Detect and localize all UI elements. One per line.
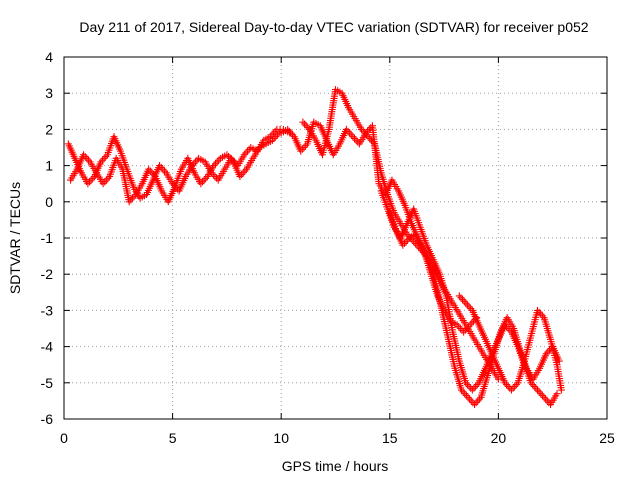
y-tick-label: -3 (41, 302, 54, 318)
data-point (462, 299, 470, 307)
data-point (455, 292, 463, 300)
x-tick-label: 0 (60, 430, 68, 446)
data-point (347, 131, 355, 139)
plot-frame (63, 56, 608, 420)
x-tick-label: 5 (169, 430, 177, 446)
y-tick-label: -4 (41, 339, 54, 355)
data-point (102, 176, 110, 184)
y-tick-label: 2 (45, 121, 53, 137)
x-tick-label: 10 (273, 430, 289, 446)
data-point (462, 391, 470, 399)
x-tick-label: 25 (599, 430, 615, 446)
data-point (553, 390, 561, 398)
data-point (245, 145, 253, 153)
data-point (301, 120, 309, 128)
y-tick-label: 1 (45, 158, 53, 174)
data-point (352, 136, 360, 144)
data-point (511, 382, 519, 390)
data-point (472, 382, 480, 390)
data-point (465, 303, 473, 311)
data-point (557, 386, 565, 394)
data-point (461, 390, 469, 398)
y-tick-label: -1 (41, 230, 54, 246)
data-point (239, 169, 247, 177)
chart-title: Day 211 of 2017, Sidereal Day-to-day VTE… (79, 19, 588, 35)
data-point (455, 323, 463, 331)
y-tick-label: 4 (45, 49, 53, 65)
data-point (100, 154, 108, 162)
data-point (537, 310, 545, 318)
y-tick-label: 3 (45, 85, 53, 101)
data-point (507, 386, 515, 394)
data-point (459, 296, 467, 304)
data-point (470, 384, 478, 392)
data-points (64, 86, 565, 409)
data-point (211, 172, 219, 180)
data-point (200, 176, 208, 184)
x-tick-label: 20 (491, 430, 507, 446)
data-point (215, 156, 223, 164)
data-point (468, 386, 476, 394)
data-point (530, 382, 538, 390)
x-axis-label: GPS time / hours (282, 458, 389, 474)
x-tick-label: 15 (382, 430, 398, 446)
data-point (509, 384, 517, 392)
data-point (351, 134, 359, 142)
data-point (504, 382, 512, 390)
y-tick-label: -2 (41, 266, 54, 282)
data-point (463, 301, 471, 309)
data-point (285, 127, 293, 135)
data-point (535, 388, 543, 396)
data-point (193, 156, 201, 164)
data-point (533, 386, 541, 394)
data-point (538, 391, 546, 399)
data-point (537, 390, 545, 398)
data-point (87, 176, 95, 184)
data-point (456, 325, 464, 332)
data-point (460, 297, 468, 305)
data-point (457, 294, 465, 302)
y-tick-label: 0 (45, 194, 53, 210)
data-point (542, 395, 550, 403)
data-point (540, 393, 548, 401)
data-point (474, 397, 482, 405)
data-point (466, 395, 474, 403)
data-point (472, 399, 480, 407)
data-point (83, 154, 91, 162)
data-point (467, 397, 475, 405)
data-point (299, 118, 307, 126)
data-point (349, 133, 357, 141)
y-axis-label: SDTVAR / TECUs (7, 182, 23, 294)
y-tick-label: -5 (41, 375, 54, 391)
x-axis-tick-labels: 0 5 10 15 20 25 (60, 430, 615, 446)
y-axis-tick-labels: -6 -5 -4 -3 -2 -1 0 1 2 3 4 (41, 49, 54, 427)
data-point (464, 393, 472, 401)
data-point (543, 397, 551, 405)
y-tick-label: -6 (41, 411, 54, 427)
data-point (346, 129, 354, 137)
data-point (300, 144, 308, 151)
data-point (159, 165, 167, 173)
data-point (471, 401, 479, 409)
data-point (465, 382, 473, 390)
data-point (532, 384, 540, 392)
data-point (213, 158, 221, 166)
